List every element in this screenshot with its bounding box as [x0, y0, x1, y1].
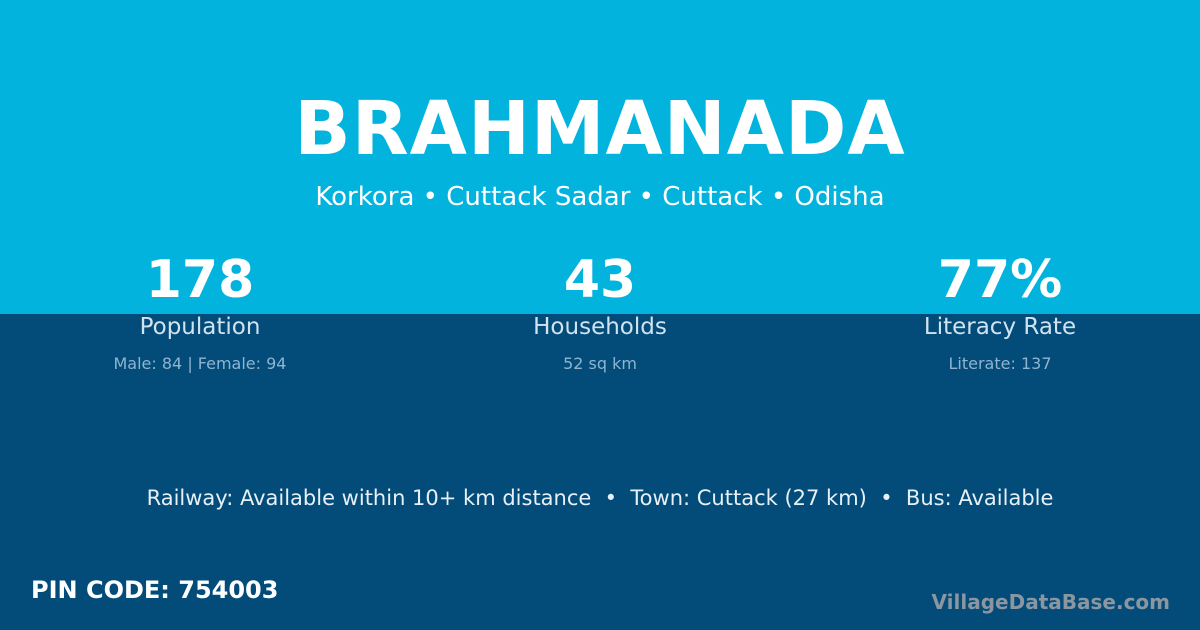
facilities-line: Railway: Available within 10+ km distanc…: [146, 486, 1054, 510]
pin-code: PIN CODE: 754003: [31, 576, 279, 604]
stat-value: 43: [563, 250, 637, 310]
stat-label: Literacy Rate: [923, 314, 1077, 340]
village-name: BRAHMANADA: [294, 86, 906, 172]
brand-logo: VillageDataBase.com: [931, 590, 1170, 614]
stat-label: Households: [533, 314, 667, 340]
stat-label: Population: [139, 314, 261, 340]
stat-detail: Male: 84 | Female: 94: [113, 354, 287, 373]
stat-detail: Literate: 137: [948, 354, 1052, 373]
stat-value: 178: [145, 250, 255, 310]
stat-value: 77%: [937, 250, 1063, 310]
header-band: [0, 0, 1200, 314]
stat-detail: 52 sq km: [563, 354, 637, 373]
village-location: Korkora • Cuttack Sadar • Cuttack • Odis…: [315, 182, 885, 212]
